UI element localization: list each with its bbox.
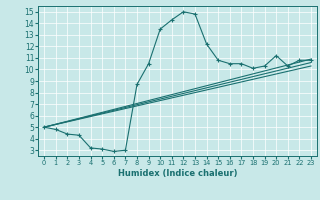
X-axis label: Humidex (Indice chaleur): Humidex (Indice chaleur) (118, 169, 237, 178)
